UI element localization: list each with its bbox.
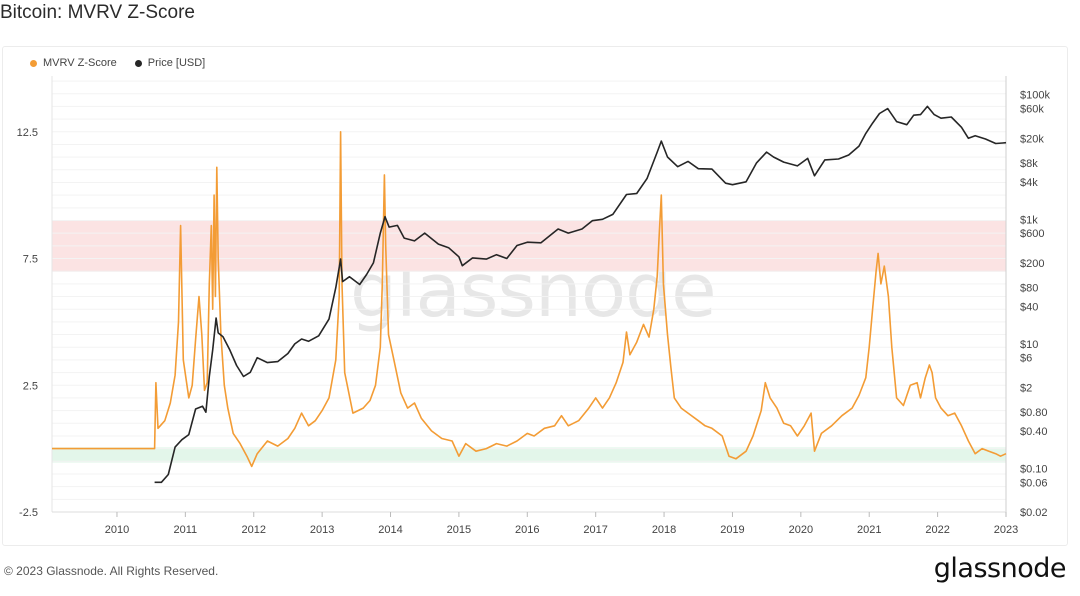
right-tick-label: $0.02: [1020, 507, 1048, 519]
zone-bottom: [52, 447, 1006, 463]
price-dot-icon: [134, 59, 142, 67]
right-tick-label: $200: [1020, 258, 1044, 270]
right-tick-label: $4k: [1020, 177, 1038, 189]
x-tick-label: 2020: [789, 524, 813, 536]
left-tick-label: -2.5: [19, 507, 38, 519]
series-mvrv-line: [52, 131, 1007, 468]
legend-label-mvrv: MVRV Z-Score: [43, 57, 117, 69]
series-layer: [52, 105, 1007, 484]
right-tick-label: $1k: [1020, 214, 1038, 226]
series-price-line: [154, 105, 1007, 484]
x-tick-label: 2011: [174, 524, 198, 536]
left-tick-label: 12.5: [17, 127, 38, 139]
x-tick-label: 2016: [515, 524, 539, 536]
legend-item-mvrv[interactable]: MVRV Z-Score: [30, 57, 117, 69]
glassnode-logo[interactable]: glassnode: [933, 553, 1067, 584]
grid-layer: [52, 80, 1006, 513]
x-tick-label: 2017: [583, 524, 607, 536]
x-tick-label: 2018: [652, 524, 676, 536]
right-tick-label: $0.06: [1020, 477, 1048, 489]
x-tick-label: 2023: [994, 524, 1018, 536]
right-tick-label: $0.80: [1020, 407, 1048, 419]
copyright-text: © 2023 Glassnode. All Rights Reserved.: [4, 564, 219, 578]
x-tick-label: 2019: [720, 524, 744, 536]
mvrv-dot-icon: [30, 59, 37, 67]
right-tick-label: $100k: [1020, 90, 1050, 102]
x-tick-label: 2013: [310, 524, 334, 536]
x-tick-label: 2014: [378, 524, 402, 536]
right-tick-label: $600: [1020, 228, 1044, 240]
right-tick-label: $0.40: [1020, 426, 1048, 438]
chart-title: Bitcoin: MVRV Z-Score: [0, 2, 195, 23]
legend-label-price: Price [USD]: [147, 57, 206, 69]
left-tick-label: 2.5: [23, 380, 38, 392]
right-tick-label: $2: [1020, 382, 1032, 394]
right-tick-label: $60k: [1020, 104, 1044, 116]
right-tick-label: $40: [1020, 301, 1038, 313]
x-tick-label: 2012: [241, 524, 265, 536]
right-tick-label: $6: [1020, 353, 1032, 365]
x-tick-label: 2015: [447, 524, 471, 536]
x-tick-label: 2021: [857, 524, 881, 536]
right-tick-label: $20k: [1020, 133, 1044, 145]
legend-item-price[interactable]: Price [USD]: [134, 57, 206, 69]
axes-layer: 12.5 7.5 2.5 -2.5 $100k $60k $20k $8k $4k $1k $600…: [17, 76, 1050, 536]
x-tick-label: 2022: [925, 524, 949, 536]
right-tick-label: $80: [1020, 283, 1038, 295]
right-tick-label: $8k: [1020, 158, 1038, 170]
left-tick-label: 7.5: [23, 254, 38, 266]
right-tick-label: $10: [1020, 339, 1038, 351]
x-tick-label: 2010: [105, 524, 129, 536]
right-tick-label: $0.10: [1020, 463, 1048, 475]
legend: MVRV Z-Score Price [USD]: [30, 57, 205, 69]
